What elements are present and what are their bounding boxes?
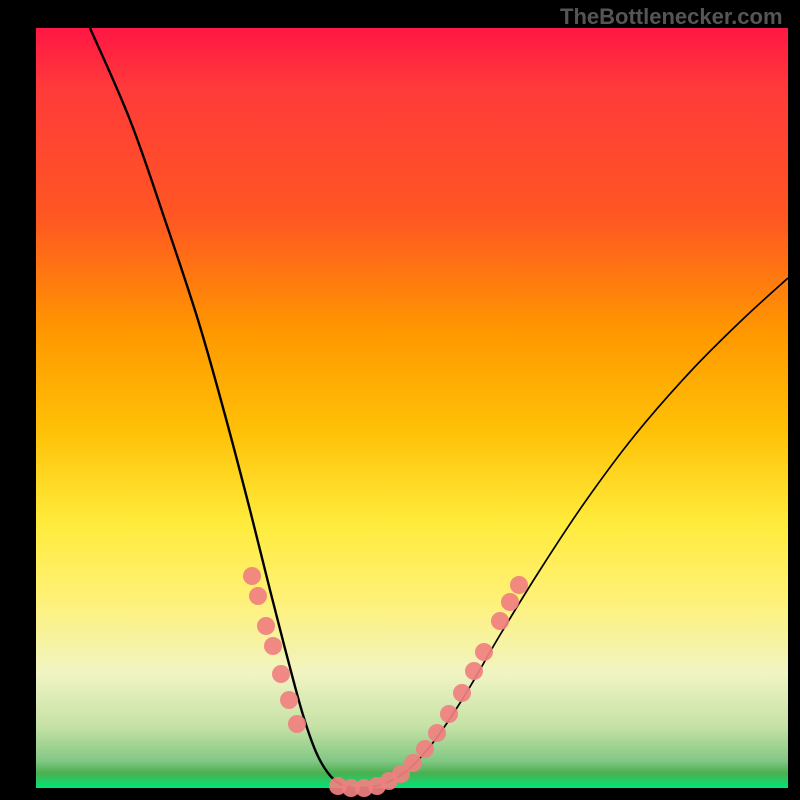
marker-left (249, 587, 267, 605)
marker-right (501, 593, 519, 611)
marker-left (264, 637, 282, 655)
marker-left (243, 567, 261, 585)
marker-right (475, 643, 493, 661)
marker-right (453, 684, 471, 702)
curve-layer (0, 0, 800, 800)
marker-left (288, 715, 306, 733)
marker-right (491, 612, 509, 630)
curve-left-branch (90, 28, 352, 788)
marker-left (257, 617, 275, 635)
chart-frame: TheBottlenecker.com (0, 0, 800, 800)
marker-left (280, 691, 298, 709)
marker-right (428, 724, 446, 742)
marker-left (272, 665, 290, 683)
curve-right-branch (352, 278, 788, 788)
marker-right (404, 754, 422, 772)
marker-right (510, 576, 528, 594)
marker-right (465, 662, 483, 680)
marker-right (440, 705, 458, 723)
marker-right (416, 740, 434, 758)
